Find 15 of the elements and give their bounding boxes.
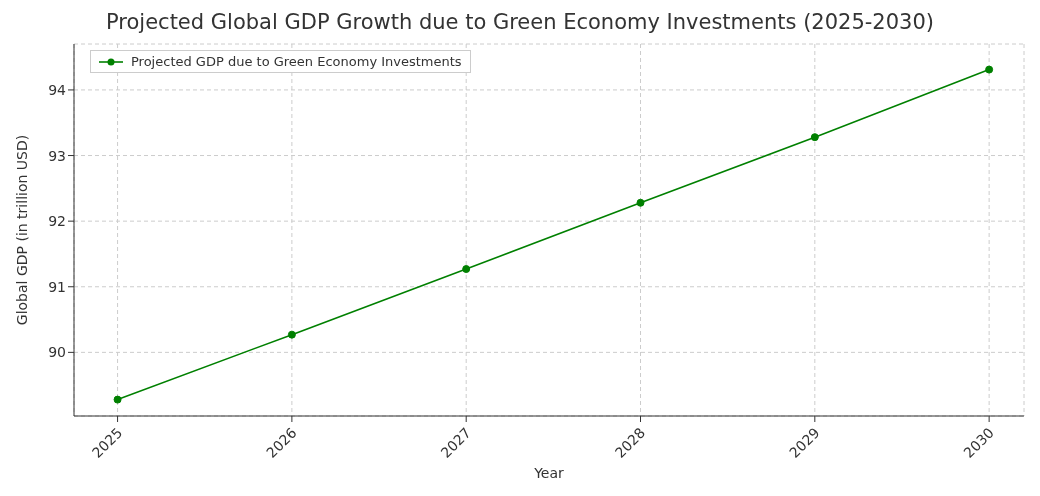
- point: [113, 395, 122, 404]
- point: [636, 198, 645, 207]
- point: [810, 133, 819, 142]
- point: [287, 330, 296, 339]
- y-tick-label: 92: [48, 213, 66, 230]
- y-axis-title: Global GDP (in trillion USD): [13, 134, 30, 326]
- legend-label: Projected GDP due to Green Economy Investments: [131, 54, 462, 69]
- point: [462, 265, 471, 274]
- y-tick-label: 90: [48, 344, 66, 361]
- point: [985, 65, 994, 74]
- y-tick-label: 94: [48, 81, 67, 98]
- x-axis-title: Year: [533, 465, 565, 481]
- chart-title: Projected Global GDP Growth due to Green Economy Investments (2025-2030): [105, 9, 935, 36]
- y-tick-label: 91: [48, 278, 66, 295]
- y-tick-label: 93: [48, 147, 66, 164]
